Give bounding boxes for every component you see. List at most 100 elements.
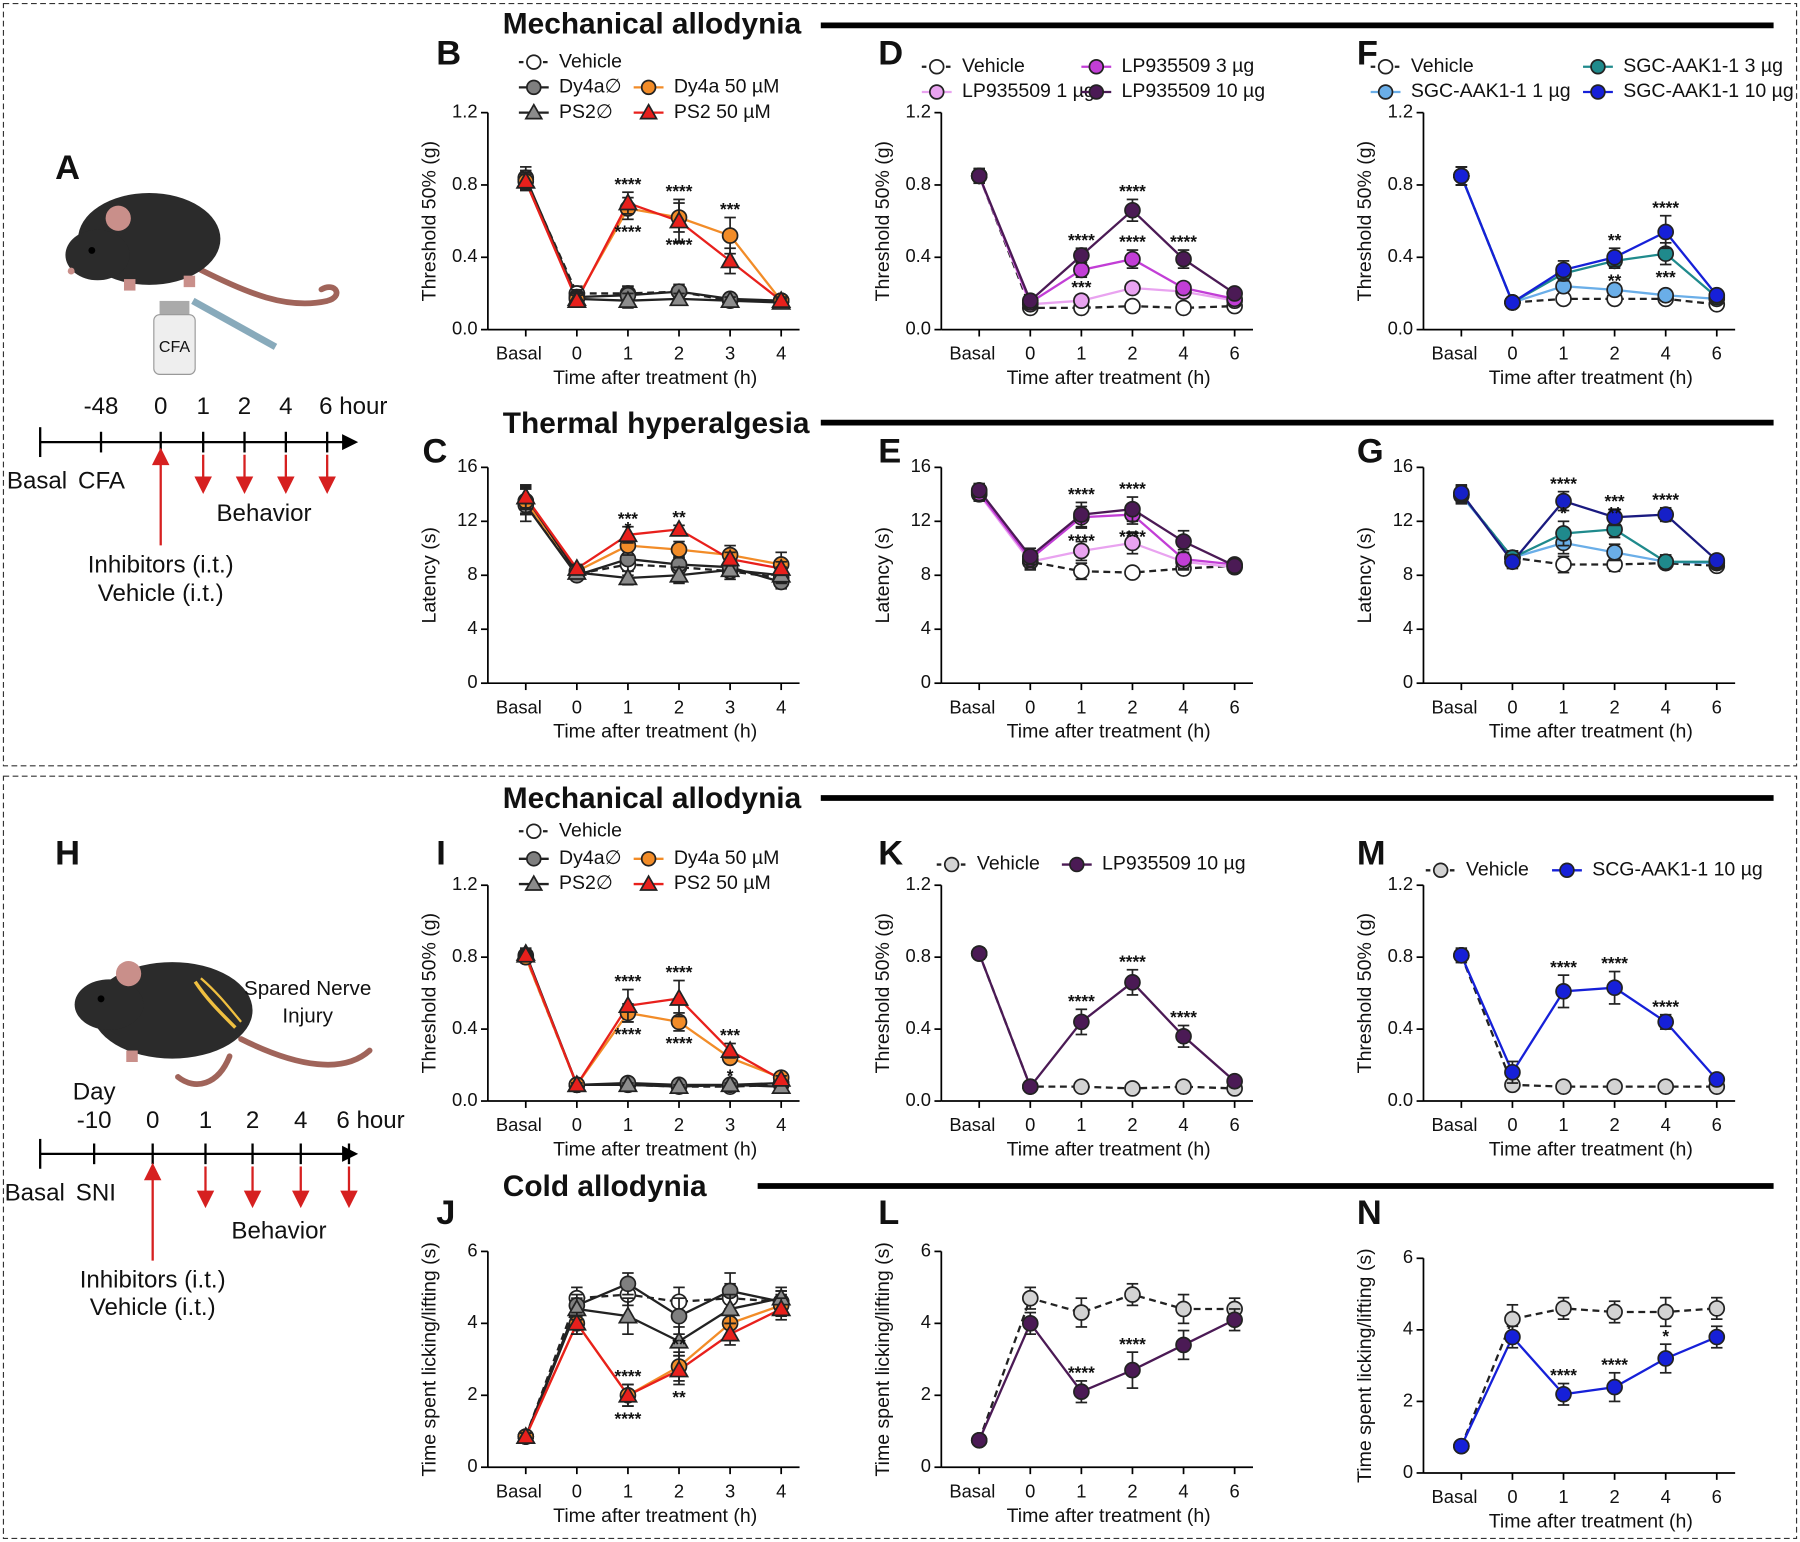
x-tick-label: Basal	[1431, 1486, 1477, 1507]
panel-frame	[2, 775, 1798, 1539]
x-tick-label: 4	[1661, 343, 1671, 364]
chart-panel: N 0 2 4 6 Basal 0 1 2 4 6 Time after treatment (h) T…	[1354, 1194, 1736, 1532]
marker	[1073, 292, 1090, 310]
series-line	[978, 489, 1236, 567]
x-tick-label: 4	[1661, 696, 1671, 717]
timeline-ticks	[39, 1138, 351, 1169]
legend-entry: PS2 50 µM	[633, 872, 771, 894]
y-tick-label: 0.8	[452, 173, 478, 194]
panel-letter: B	[436, 34, 461, 72]
series-line	[524, 1304, 782, 1438]
series-line	[1460, 493, 1717, 563]
marker	[566, 1313, 587, 1331]
legend-entry: LP935509 10 µg	[1081, 80, 1265, 102]
legend-marker	[526, 851, 542, 867]
x-tick-label: 1	[1558, 343, 1568, 364]
legend-label: PS2 50 µM	[674, 872, 771, 894]
marker	[1175, 533, 1192, 550]
significance: ****	[1550, 957, 1577, 977]
y-tick-label: 4	[467, 1311, 477, 1332]
legend-label: LP935509 10 µg	[1122, 80, 1266, 102]
x-tick-label: Basal	[949, 343, 995, 364]
treatment-arrows	[143, 1162, 358, 1261]
y-tick-label: 1.2	[1388, 100, 1414, 121]
series-line	[524, 496, 782, 580]
marker	[617, 1074, 638, 1093]
marker	[1555, 492, 1572, 510]
treatment-label: Inhibitors (i.t.)	[80, 1267, 226, 1294]
y-tick-label: 6	[1403, 1246, 1413, 1267]
legend-entry: LP935509 3 µg	[1081, 55, 1254, 77]
marker	[1073, 562, 1090, 580]
y-tick-label: 0.4	[452, 1017, 478, 1038]
panel-letter: L	[878, 1194, 899, 1232]
x-tick-label: 2	[1127, 696, 1137, 717]
x-tick-label: 6	[1712, 696, 1722, 717]
x-tick-label: Basal	[496, 343, 542, 364]
marker	[668, 564, 690, 583]
series-line	[524, 496, 782, 571]
series-line	[524, 954, 782, 1088]
timeline-label: -48	[84, 393, 119, 420]
significance: **	[1608, 230, 1622, 250]
y-tick-label: 0.8	[1388, 945, 1414, 966]
series-line	[1460, 175, 1717, 304]
x-tick-label: 1	[1076, 1114, 1086, 1135]
marker	[1555, 1385, 1572, 1403]
significance: ***	[1656, 267, 1676, 287]
x-tick-label: Basal	[1431, 696, 1477, 717]
marker	[1073, 261, 1090, 279]
marker	[1555, 261, 1572, 279]
marker	[970, 1431, 988, 1449]
legend-label: PS2∅	[559, 872, 613, 894]
legend-entry: Vehicle	[936, 853, 1040, 875]
series-line	[1460, 954, 1718, 1081]
marker	[1021, 292, 1039, 310]
marker	[970, 167, 988, 185]
marker	[1175, 250, 1192, 268]
marker	[566, 290, 587, 308]
legend-label: Vehicle	[962, 55, 1025, 77]
x-tick-label: 2	[674, 1480, 684, 1501]
legend-label: Vehicle	[559, 819, 622, 841]
x-tick-label: Basal	[949, 1480, 995, 1501]
significance: *	[727, 1066, 734, 1086]
legend-label: SGC-AAK1-1 1 µg	[1411, 80, 1571, 102]
legend-label: Dy4a 50 µM	[674, 76, 780, 98]
x-tick-label: 0	[1025, 343, 1035, 364]
marker	[1021, 1078, 1039, 1095]
x-tick-label: 1	[1558, 1114, 1568, 1135]
significance: ****	[1119, 232, 1146, 252]
series-line	[524, 180, 782, 304]
x-tick-label: 2	[1609, 696, 1619, 717]
y-tick-label: 0.0	[905, 1089, 931, 1110]
significance: ****	[1652, 489, 1679, 509]
marker	[1453, 167, 1470, 185]
x-tick-label: 6	[1712, 343, 1722, 364]
legend-entry: SGC-AAK1-1 1 µg	[1370, 80, 1571, 102]
marker	[668, 288, 690, 307]
legend-label: LP935509 1 µg	[962, 80, 1095, 102]
panel-letter: C	[422, 433, 447, 471]
significance: ***	[1071, 277, 1091, 297]
x-tick-label: 6	[1712, 1486, 1722, 1507]
x-tick-label: 2	[1127, 1480, 1137, 1501]
marker	[1073, 1078, 1090, 1095]
y-tick-label: 4	[467, 617, 477, 638]
legend-entry: Dy4a∅	[518, 847, 622, 869]
marker	[1453, 1437, 1470, 1455]
marker	[617, 567, 638, 586]
x-tick-label: 2	[674, 696, 684, 717]
significance: ***	[1605, 491, 1625, 511]
legend-entry: Vehicle	[518, 50, 622, 72]
chart-panel: D 0.0 0.4 0.8 1.2 Basal 0 1 2 4 6 Time after treatm…	[872, 34, 1265, 389]
marker	[1606, 281, 1623, 299]
timeline-label: 2	[246, 1107, 259, 1134]
injury-label: Injury	[282, 1005, 333, 1028]
significance: ****	[615, 1408, 642, 1428]
marker	[1124, 500, 1141, 518]
section-title: Mechanical allodynia	[503, 7, 802, 40]
significance: ****	[1068, 530, 1095, 550]
marker	[668, 988, 690, 1006]
